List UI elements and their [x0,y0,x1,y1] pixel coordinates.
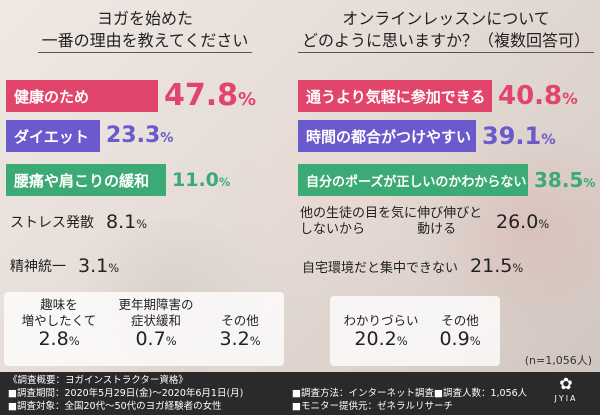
item-hard-to-understand: わかりづらい 20.2% [336,313,426,349]
lotus-icon: ✿ [559,374,573,393]
bar-value: 40.8% [498,81,578,111]
bar-label: ストレス発散 [10,215,94,231]
bar-label: 時間の都合がつけやすい [298,120,476,152]
bar-value: 23.3% [106,123,174,148]
item-value: 0.7% [135,328,177,350]
bar-label-line1: 他の生徒の目を気にしないから [300,206,418,237]
footer-overview: 《調査概要：ヨガインストラクター資格》 [8,375,188,386]
item-label: わかりづらい [343,313,419,328]
bar-label-line2: 伸び伸びと動ける [417,206,483,237]
bar-diet: ダイエット 23.3% [6,120,174,152]
bar-label: 他の生徒の目を気にしないから 伸び伸びと動ける [300,204,490,240]
item-label: 増やしたくて [21,313,97,328]
question-2-title-line2: どのように思いますか？（複数回答可） [297,30,594,53]
question-1-title-line1: ヨガを始めた [96,9,193,28]
bar-focus: 自宅環境だと集中できない 21.5% [302,250,523,282]
question-2-title-line1: オンラインレッスンについて [342,9,550,28]
item-menopause: 更年期障害の 症状緩和 0.7% [104,297,208,349]
minor-reasons-box [4,292,284,366]
item-label: その他 [221,313,259,328]
footer-count: ■調査人数：1,056人 [434,388,528,399]
jyia-logo: ✿ JYIA [546,374,586,414]
bar-backpain: 腰痛や肩こりの緩和 11.0% [6,164,230,196]
bar-value: 3.1% [78,254,120,277]
question-2-title: オンラインレッスンについて どのように思いますか？（複数回答可） [292,8,600,53]
bar-value: 21.5% [470,254,524,277]
item-label: その他 [441,313,479,328]
bar-value: 39.1% [482,122,556,150]
item-value: 2.8% [38,328,80,350]
minor-opinions-box [330,296,500,366]
bar-label: ダイエット [6,120,100,152]
bar-label: 通うより気軽に参加できる [298,80,492,112]
bar-label: 精神統一 [10,259,66,275]
bar-other-students: 他の生徒の目を気にしないから 伸び伸びと動ける 26.0% [300,204,549,240]
bar-label: 腰痛や肩こりの緩和 [6,164,166,196]
question-1-title-line2: 一番の理由を教えてください [37,30,253,53]
item-other-left: その他 3.2% [200,313,280,349]
item-value: 20.2% [354,328,408,350]
item-label: 趣味を [40,297,78,312]
bar-schedule: 時間の都合がつけやすい 39.1% [298,120,556,152]
question-1-title: ヨガを始めた 一番の理由を教えてください [0,8,290,53]
item-value: 0.9% [439,328,481,350]
bar-pose: 自分のポーズが正しいのかわからない 38.5% [298,164,595,196]
item-hobby: 趣味を 増やしたくて 2.8% [14,297,104,349]
footer-method: ■調査方法：インターネット調査 [292,388,434,399]
bar-label: 自分のポーズが正しいのかわからない [298,164,528,196]
bar-stress: ストレス発散 8.1% [10,206,147,238]
bar-label: 健康のため [6,80,158,112]
bar-easy-join: 通うより気軽に参加できる 40.8% [298,80,578,112]
bar-value: 8.1% [106,210,148,233]
item-label: 更年期障害の [118,297,194,312]
item-other-right: その他 0.9% [424,313,496,349]
sample-size-note: (n=1,056人) [524,354,592,367]
survey-footer: 《調査概要：ヨガインストラクター資格》 ■調査期間：2020年5月29日(金)～… [0,372,600,415]
bar-value: 11.0% [172,168,231,191]
bar-mind: 精神統一 3.1% [10,250,119,282]
item-label: 症状緩和 [130,313,181,328]
bar-value: 47.8% [164,78,257,113]
bar-value: 26.0% [496,210,550,233]
footer-target: ■調査対象：全国20代～50代のヨガ経験者の女性 [8,401,222,412]
bar-health: 健康のため 47.8% [6,80,256,112]
item-value: 3.2% [219,328,261,350]
footer-provider: ■モニター提供元：ゼネラルリサーチ [292,401,453,412]
bar-value: 38.5% [534,168,596,192]
footer-period: ■調査期間：2020年5月29日(金)～2020年6月1日(月) [8,388,244,399]
logo-text: JYIA [554,394,578,403]
bar-label: 自宅環境だと集中できない [302,260,459,276]
